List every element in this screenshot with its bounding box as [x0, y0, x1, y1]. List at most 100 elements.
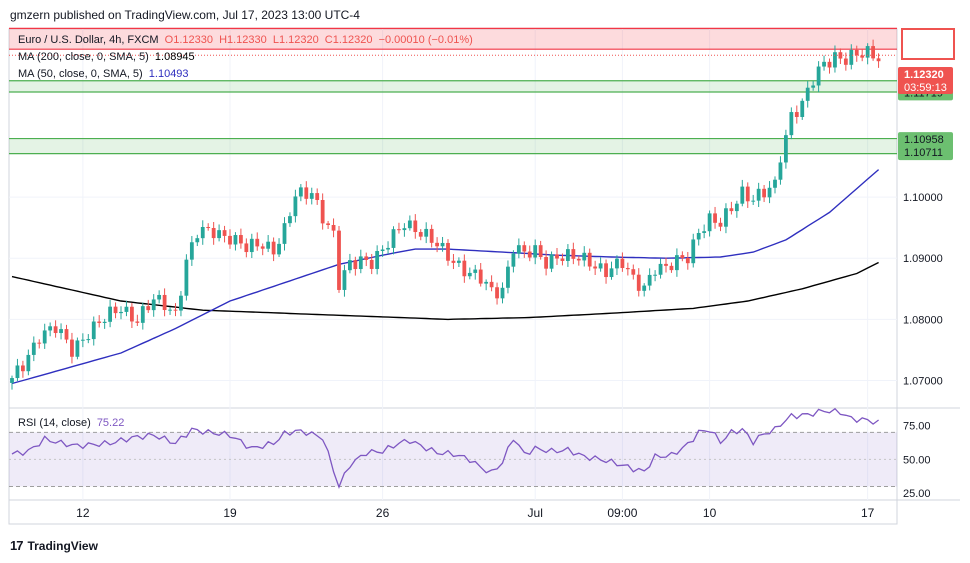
- candle-body: [271, 241, 276, 255]
- ma50-value: 1.10493: [148, 68, 189, 80]
- legend-low: L1.12320: [272, 34, 319, 46]
- candle-body: [413, 220, 418, 233]
- candle-body: [854, 49, 859, 56]
- zone-price-label: 1.10958: [904, 134, 944, 146]
- candle-body: [467, 272, 472, 277]
- candle-body: [418, 232, 423, 237]
- legend-ma50-row[interactable]: MA (50, close, 0, SMA, 5) 1.10493: [18, 68, 192, 81]
- candle-body: [620, 258, 625, 269]
- last-price-value: 1.12320: [904, 69, 944, 81]
- candle-body: [10, 378, 14, 383]
- candle-body: [457, 260, 461, 263]
- candle-body: [211, 227, 216, 239]
- candle-body: [691, 239, 696, 264]
- price-axis[interactable]: 1.07000 1.08000 1.09000 1.10000: [903, 192, 943, 387]
- candle-body: [604, 263, 608, 278]
- ma200-line: [11, 261, 879, 321]
- legend-symbol: Euro / U.S. Dollar, 4h, FXCM: [18, 34, 159, 46]
- candle-body: [97, 321, 102, 323]
- candle-body: [15, 365, 20, 379]
- candle-body: [849, 49, 854, 65]
- candle-body: [865, 46, 870, 58]
- candle-body: [734, 203, 739, 212]
- candle-body: [489, 281, 494, 288]
- ma50-label: MA (50, close, 0, SMA, 5): [18, 68, 143, 80]
- candle-body: [108, 306, 112, 322]
- candle-body: [53, 326, 58, 334]
- footer-brand[interactable]: 17 TradingView: [10, 538, 98, 553]
- candle-body: [576, 258, 581, 261]
- candle-body: [424, 228, 429, 237]
- candle-body: [277, 243, 281, 255]
- candle-body: [707, 213, 712, 232]
- candle-body: [822, 61, 826, 67]
- candle-body: [462, 260, 467, 277]
- candle-body: [298, 187, 303, 197]
- last-price-badge: 1.12320 03:59:13: [898, 67, 953, 94]
- candle-body: [718, 222, 723, 227]
- candle-body: [587, 252, 592, 267]
- candle-body: [642, 285, 647, 291]
- time-tick-label: 17: [861, 506, 875, 520]
- legend-symbol-row[interactable]: Euro / U.S. Dollar, 4h, FXCM O1.12330 H1…: [18, 34, 476, 47]
- candle-body: [249, 238, 254, 253]
- price-tick-label: 1.07000: [903, 375, 943, 387]
- candle-body: [64, 329, 69, 340]
- candle-body: [593, 266, 598, 269]
- candle-body: [113, 306, 118, 314]
- candle-body: [615, 258, 619, 269]
- candle-body: [871, 46, 875, 59]
- candle-body: [647, 274, 652, 286]
- candle-body: [151, 299, 156, 311]
- candle-body: [80, 339, 85, 341]
- candle-body: [337, 230, 341, 290]
- candle-body: [773, 179, 777, 188]
- time-tick-label: 26: [376, 506, 390, 520]
- candle-body: [358, 256, 363, 270]
- candle-body: [794, 112, 799, 117]
- candle-body: [86, 339, 91, 341]
- candlestick-series: [10, 39, 881, 390]
- candle-body: [740, 186, 745, 204]
- candle-body: [309, 193, 314, 199]
- price-tick-label: 1.10000: [903, 192, 943, 204]
- candle-body: [26, 354, 31, 372]
- candle-body: [696, 232, 701, 240]
- candle-body: [288, 216, 292, 224]
- candle-body: [664, 263, 668, 266]
- candle-body: [130, 306, 134, 322]
- candle-body: [206, 227, 211, 229]
- candle-body: [189, 242, 194, 260]
- rsi-value: 75.22: [96, 417, 125, 429]
- legend-change: −0.00010 (−0.01%): [378, 34, 473, 46]
- candle-body: [244, 243, 249, 253]
- candle-body: [31, 342, 36, 355]
- candle-body: [304, 187, 309, 199]
- candle-body: [429, 228, 434, 243]
- candle-body: [478, 269, 483, 284]
- rsi-axis[interactable]: 75.00 50.00 25.00: [903, 421, 931, 501]
- candle-body: [555, 254, 559, 259]
- tradingview-logo-icon: 17: [10, 538, 24, 553]
- time-axis[interactable]: 12 19 26 Jul 09:00 10 17: [76, 506, 874, 520]
- candle-body: [42, 330, 47, 344]
- candle-body: [342, 270, 347, 290]
- candle-body: [544, 257, 548, 269]
- candle-body: [364, 256, 369, 260]
- candle-body: [173, 309, 178, 311]
- candle-body: [386, 247, 390, 250]
- candle-body: [168, 309, 172, 311]
- legend-ma200-row[interactable]: MA (200, close, 0, SMA, 5) 1.08945: [18, 51, 198, 64]
- candle-body: [255, 238, 260, 247]
- legend-open: O1.12330: [164, 34, 213, 46]
- candle-body: [293, 196, 298, 217]
- ma200-label: MA (200, close, 0, SMA, 5): [18, 51, 149, 63]
- rsi-line: [11, 407, 879, 489]
- candle-body: [860, 55, 865, 58]
- candle-body: [397, 229, 401, 231]
- candle-body: [348, 260, 352, 271]
- legend-rsi-row[interactable]: RSI (14, close) 75.22: [18, 417, 127, 430]
- candle-body: [571, 249, 576, 259]
- candle-body: [784, 135, 788, 163]
